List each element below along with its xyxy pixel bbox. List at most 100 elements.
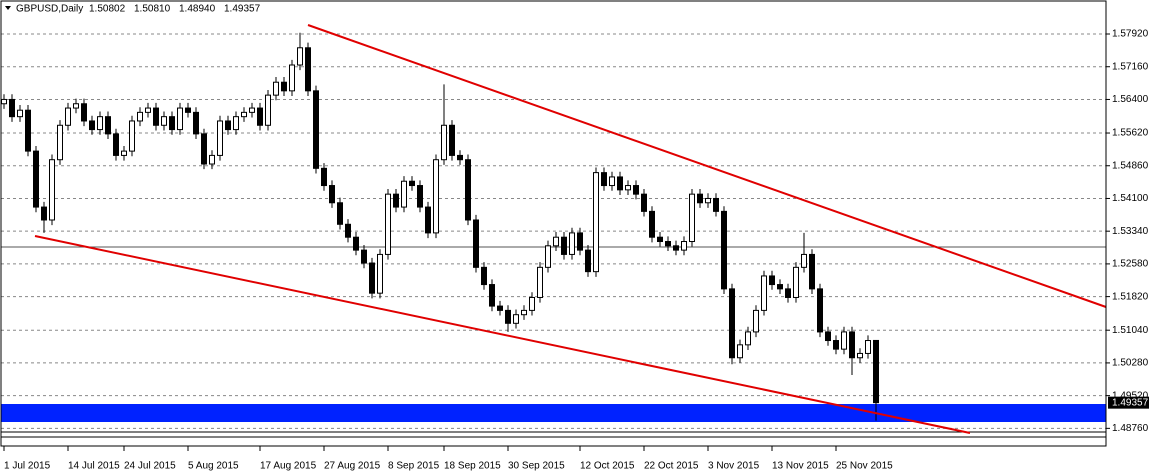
candle-body	[721, 210, 727, 290]
candle-body	[833, 340, 839, 350]
candle-body	[17, 109, 23, 118]
candle-body	[825, 331, 831, 342]
candle-body	[177, 107, 183, 131]
x-tick-label: 1 Jul 2015	[4, 461, 51, 472]
x-tick-label: 3 Nov 2015	[708, 461, 760, 472]
y-tick-label: 1.50280	[1112, 358, 1149, 369]
axes: 1.57920 1.57160 1.56400 1.55620 1.54860 1.541…	[3, 29, 1149, 472]
plot-frame	[0, 0, 1107, 447]
candle-body	[121, 150, 127, 156]
x-tick-label: 13 Nov 2015	[772, 461, 829, 472]
candle-body	[377, 253, 383, 294]
candle-body	[489, 284, 495, 307]
y-tick-label: 1.54100	[1112, 193, 1149, 204]
candle-body	[577, 232, 583, 251]
candle-body	[641, 193, 647, 212]
candle-body	[281, 81, 287, 92]
candle-body	[233, 116, 239, 131]
header-value: 1.48940	[179, 4, 216, 15]
candle-body	[545, 245, 551, 268]
candle-body	[553, 236, 559, 247]
candle-body	[849, 331, 855, 359]
candle-body	[777, 284, 783, 290]
candle-body	[129, 120, 135, 152]
candle-body	[193, 111, 199, 135]
candle-body	[521, 309, 527, 316]
trend-line	[34, 235, 971, 434]
candle-body	[569, 232, 575, 255]
y-tick-label: 1.57920	[1112, 29, 1149, 40]
candle-body	[801, 253, 807, 268]
candle-body	[809, 253, 815, 290]
candle-body	[353, 236, 359, 251]
candle-body	[409, 180, 415, 187]
zone-rectangle	[1, 404, 1106, 422]
x-tick-label: 27 Aug 2015	[324, 461, 381, 472]
candle-body	[729, 288, 735, 359]
y-tick-label: 1.51820	[1112, 291, 1149, 302]
candle-body	[145, 107, 151, 113]
candle-body	[329, 185, 335, 204]
y-tick-label: 1.51040	[1112, 325, 1149, 336]
candle-body	[81, 103, 87, 122]
candle-body	[113, 133, 119, 156]
candle-body	[313, 90, 319, 169]
candle-body	[609, 176, 615, 187]
candle-body	[241, 111, 247, 118]
candle-body	[449, 124, 455, 156]
candle-body	[137, 111, 143, 122]
candle-body	[249, 107, 255, 113]
candle-body	[593, 172, 599, 273]
candle-body	[257, 107, 263, 126]
candle-body	[697, 193, 703, 204]
candle-body	[513, 314, 519, 324]
candle-body	[265, 94, 271, 126]
candle-body	[465, 159, 471, 221]
candle-body	[705, 197, 711, 204]
candle-body	[793, 266, 799, 298]
header-value: 1.49357	[224, 4, 261, 15]
candle-body	[601, 172, 607, 187]
candle-body	[713, 197, 719, 212]
candle-body	[649, 210, 655, 238]
candle-body	[225, 120, 231, 131]
x-tick-label: 17 Aug 2015	[260, 461, 317, 472]
candle-body	[49, 159, 55, 221]
candle-body	[273, 81, 279, 96]
candle-body	[625, 185, 631, 191]
y-tick-label: 1.53340	[1112, 226, 1149, 237]
candle-body	[681, 241, 687, 251]
candle-body	[633, 185, 639, 195]
candle-body	[297, 47, 303, 66]
candles	[1, 32, 879, 421]
candle-body	[369, 262, 375, 294]
candle-body	[841, 331, 847, 350]
candle-body	[865, 340, 871, 354]
candle-body	[97, 116, 103, 131]
candle-body	[89, 120, 95, 131]
candle-body	[9, 98, 15, 118]
x-tick-label: 8 Sep 2015	[388, 461, 440, 472]
x-tick-label: 18 Sep 2015	[444, 461, 501, 472]
candle-body	[753, 309, 759, 333]
x-tick-label: 25 Nov 2015	[836, 461, 893, 472]
y-tick-label: 1.56400	[1112, 94, 1149, 105]
x-tick-label: 12 Oct 2015	[580, 461, 635, 472]
candle-body	[57, 124, 63, 161]
candle-body	[785, 288, 791, 298]
candle-body	[561, 236, 567, 255]
candle-body	[65, 107, 71, 126]
candle-body	[401, 180, 407, 208]
x-tick-label: 24 Jul 2015	[124, 461, 176, 472]
x-tick-label: 30 Sep 2015	[508, 461, 565, 472]
candle-body	[441, 124, 447, 161]
menu-triangle[interactable]	[5, 6, 11, 10]
y-tick-label: 1.55620	[1112, 128, 1149, 139]
candle-body	[169, 116, 175, 131]
candle-body	[737, 344, 743, 359]
candle-body	[305, 47, 311, 92]
candle-body	[585, 249, 591, 273]
y-tick-label: 1.57160	[1112, 61, 1149, 72]
candle-body	[505, 309, 511, 324]
candle-body	[769, 275, 775, 286]
